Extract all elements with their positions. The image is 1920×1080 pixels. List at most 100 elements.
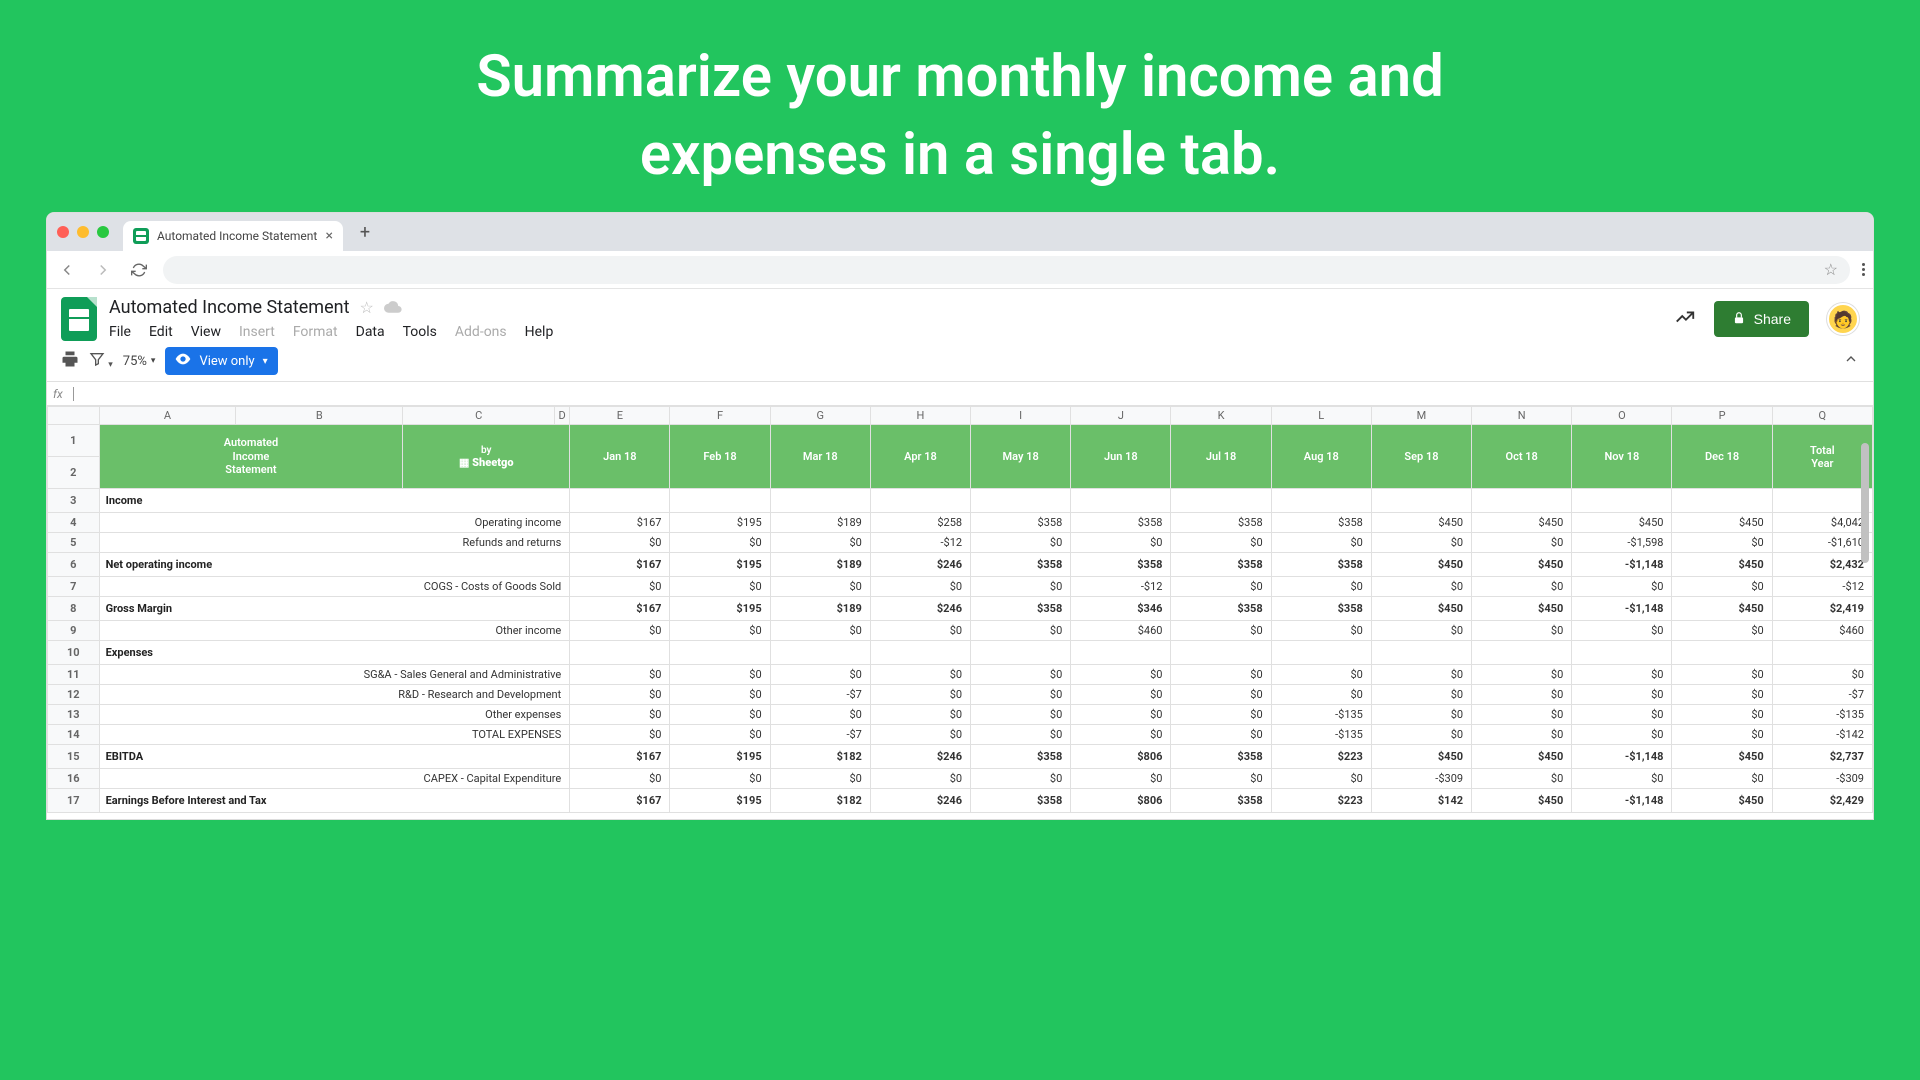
nav-reload-icon[interactable] [127, 258, 151, 282]
cell[interactable] [1772, 641, 1872, 665]
cell[interactable]: $0 [670, 577, 770, 597]
month-header[interactable]: TotalYear [1772, 425, 1872, 489]
cell[interactable]: -$135 [1271, 725, 1371, 745]
row-label[interactable]: Operating income [99, 513, 570, 533]
cell[interactable]: $167 [570, 553, 670, 577]
cell[interactable]: $0 [1171, 533, 1271, 553]
doc-title[interactable]: Automated Income Statement [109, 297, 349, 318]
row-number[interactable]: 15 [48, 745, 100, 769]
cell[interactable]: $0 [971, 533, 1071, 553]
row-number[interactable]: 2 [48, 457, 100, 489]
row-label[interactable]: Other income [99, 621, 570, 641]
col-header[interactable]: F [670, 407, 770, 425]
cell[interactable]: $0 [670, 621, 770, 641]
browser-tab[interactable]: Automated Income Statement × [123, 221, 343, 251]
row-number[interactable]: 6 [48, 553, 100, 577]
cell[interactable]: $0 [1371, 533, 1471, 553]
cell[interactable] [1572, 641, 1672, 665]
cell[interactable]: $450 [1572, 513, 1672, 533]
cell[interactable]: $450 [1672, 513, 1772, 533]
cell[interactable]: $0 [670, 685, 770, 705]
cell[interactable]: $358 [1171, 597, 1271, 621]
cell[interactable] [670, 489, 770, 513]
zoom-dropdown[interactable]: 75% ▾ [123, 354, 156, 369]
sheets-logo-icon[interactable] [61, 297, 97, 341]
month-header[interactable]: Mar 18 [770, 425, 870, 489]
nav-forward-icon[interactable] [91, 258, 115, 282]
cell[interactable] [971, 641, 1071, 665]
cell[interactable]: -$135 [1271, 705, 1371, 725]
cell[interactable]: $0 [971, 705, 1071, 725]
cell[interactable]: $0 [1271, 577, 1371, 597]
nav-back-icon[interactable] [55, 258, 79, 282]
cell[interactable]: $0 [570, 725, 670, 745]
cell[interactable]: $0 [971, 665, 1071, 685]
month-header[interactable]: Aug 18 [1271, 425, 1371, 489]
cell[interactable] [870, 641, 970, 665]
cell[interactable]: $450 [1672, 597, 1772, 621]
cell[interactable]: $4,042 [1772, 513, 1872, 533]
col-header[interactable]: K [1171, 407, 1271, 425]
cell[interactable]: $0 [1472, 725, 1572, 745]
cell[interactable] [1472, 641, 1572, 665]
view-only-button[interactable]: View only ▾ [165, 347, 277, 375]
row-number[interactable]: 9 [48, 621, 100, 641]
cell[interactable]: $189 [770, 553, 870, 577]
cell[interactable]: -$12 [1772, 577, 1872, 597]
cell[interactable]: $2,432 [1772, 553, 1872, 577]
month-header[interactable]: Apr 18 [870, 425, 970, 489]
cell[interactable]: $0 [1271, 769, 1371, 789]
cell[interactable]: $0 [1572, 621, 1672, 641]
cell[interactable]: $0 [570, 621, 670, 641]
row-label[interactable]: Refunds and returns [99, 533, 570, 553]
cell[interactable]: $195 [670, 553, 770, 577]
row-number[interactable]: 11 [48, 665, 100, 685]
cell[interactable]: $358 [1071, 553, 1171, 577]
cell[interactable]: $806 [1071, 789, 1171, 813]
cell[interactable]: $0 [1171, 705, 1271, 725]
col-header[interactable]: E [570, 407, 670, 425]
cell[interactable]: $0 [1371, 685, 1471, 705]
cell[interactable] [1171, 489, 1271, 513]
browser-menu-icon[interactable] [1862, 263, 1865, 276]
cell[interactable]: $0 [1371, 665, 1471, 685]
cell[interactable] [1672, 489, 1772, 513]
omnibox[interactable]: ☆ [163, 256, 1850, 284]
cell[interactable]: $0 [1271, 621, 1371, 641]
row-number[interactable]: 3 [48, 489, 100, 513]
cell[interactable]: $167 [570, 597, 670, 621]
cell[interactable]: $0 [570, 533, 670, 553]
cell[interactable]: -$135 [1772, 705, 1872, 725]
cell[interactable] [1371, 641, 1471, 665]
cell[interactable]: $0 [1171, 577, 1271, 597]
activity-icon[interactable] [1674, 306, 1696, 332]
cell[interactable]: $0 [1371, 705, 1471, 725]
col-header[interactable]: N [1472, 407, 1572, 425]
menu-file[interactable]: File [109, 324, 131, 340]
cell[interactable]: $450 [1472, 513, 1572, 533]
month-header[interactable]: Dec 18 [1672, 425, 1772, 489]
cell[interactable]: $0 [1071, 725, 1171, 745]
bookmark-star-icon[interactable]: ☆ [1824, 260, 1838, 279]
cell[interactable]: $0 [1672, 725, 1772, 745]
month-header[interactable]: May 18 [971, 425, 1071, 489]
month-header[interactable]: Sep 18 [1371, 425, 1471, 489]
cell[interactable]: $450 [1371, 597, 1471, 621]
col-header[interactable]: Q [1772, 407, 1872, 425]
col-header[interactable]: B [236, 407, 403, 425]
menu-insert[interactable]: Insert [239, 324, 275, 340]
cell[interactable]: $0 [570, 705, 670, 725]
cell[interactable]: $460 [1071, 621, 1171, 641]
cell[interactable]: $0 [770, 769, 870, 789]
cell[interactable]: $0 [1672, 533, 1772, 553]
cell[interactable]: $358 [1271, 513, 1371, 533]
cell[interactable]: $358 [971, 553, 1071, 577]
cell[interactable]: $0 [971, 577, 1071, 597]
cell[interactable]: $0 [1472, 769, 1572, 789]
cell[interactable]: -$1,148 [1572, 789, 1672, 813]
cell[interactable]: -$309 [1371, 769, 1471, 789]
cell[interactable] [1271, 641, 1371, 665]
cell[interactable] [971, 489, 1071, 513]
menu-format[interactable]: Format [293, 324, 338, 340]
cell[interactable]: -$7 [770, 725, 870, 745]
